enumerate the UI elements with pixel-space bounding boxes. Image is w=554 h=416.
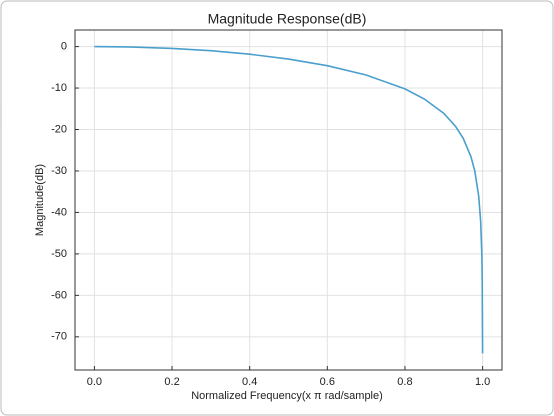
y-tick-label: -60	[51, 289, 67, 301]
y-tick-label: -50	[51, 248, 67, 260]
x-tick-label: 0.6	[320, 376, 335, 388]
plot-area	[75, 30, 502, 370]
x-tick-label: 1.0	[475, 376, 490, 388]
line-series	[94, 45, 484, 354]
y-tick-label: -20	[51, 123, 67, 135]
chart-title: Magnitude Response(dB)	[208, 11, 367, 27]
x-axis-label: Normalized Frequency(x π rad/sample)	[191, 390, 383, 402]
y-axis-label: Magnitude(dB)	[34, 164, 46, 236]
y-tick-label: 0	[61, 40, 67, 52]
x-tick-label: 0.4	[242, 376, 257, 388]
x-tick-label: 0.8	[397, 376, 412, 388]
x-tick-label: 0.0	[87, 376, 102, 388]
y-tick-label: -30	[51, 165, 67, 177]
plot-frame	[74, 29, 503, 371]
y-tick-label: -40	[51, 206, 67, 218]
y-tick-label: -10	[51, 82, 67, 94]
y-tick-label: -70	[51, 331, 67, 343]
x-tick-label: 0.2	[164, 376, 179, 388]
